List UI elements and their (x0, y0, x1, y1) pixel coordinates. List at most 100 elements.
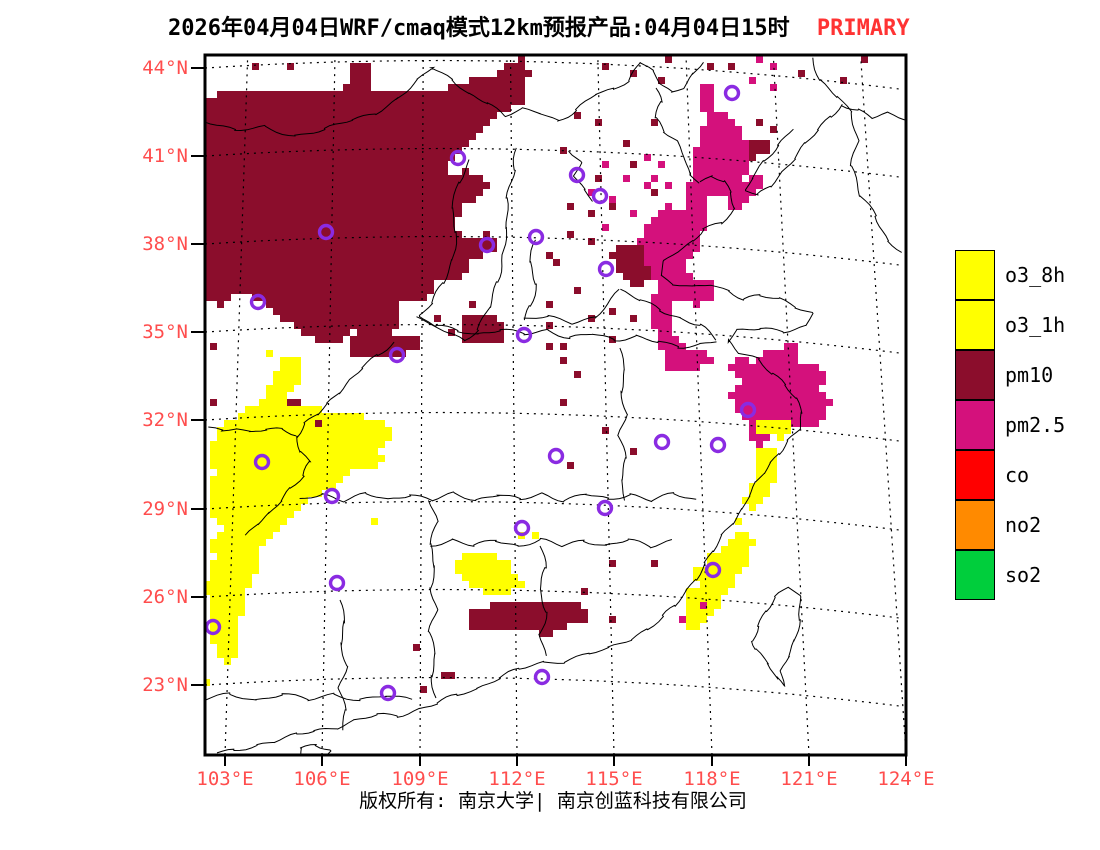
lat-label-38°N: 38°N (142, 233, 188, 255)
lat-label-26°N: 26°N (142, 586, 188, 608)
pollution-cell-dot (553, 259, 560, 266)
pollution-cell-dot (448, 329, 455, 336)
pollution-cell-dot (588, 210, 595, 217)
pollution-cell-dot (420, 686, 427, 693)
city-marker (513, 519, 531, 537)
legend-item-pm2.5: pm2.5 (955, 400, 1065, 450)
legend-label-pm10: pm10 (1005, 363, 1054, 387)
pollution-cell-dot (205, 679, 210, 686)
pollution-cell-dot (371, 518, 378, 525)
pollution-cell-dot (560, 343, 567, 350)
pollution-cell-dot (658, 161, 665, 168)
grid-line-lon-124°E (860, 55, 906, 755)
grid-line-lon-112°E (509, 55, 518, 755)
pollution-cell-dot (728, 63, 735, 70)
pollution-region-pm25 (637, 203, 714, 308)
pollution-cell-dot (749, 77, 756, 84)
lon-label-118°E: 118°E (683, 768, 741, 790)
legend-swatch-no2 (955, 500, 995, 550)
island-outline (750, 586, 802, 687)
city-marker (568, 166, 586, 184)
lon-label-109°E: 109°E (391, 768, 449, 790)
pollution-cell-dot (567, 462, 574, 469)
copyright-footer: 版权所有: 南京大学| 南京创蓝科技有限公司 (359, 790, 747, 812)
city-marker (249, 293, 267, 311)
legend-swatch-so2 (955, 550, 995, 600)
pollution-region-o3 (756, 420, 791, 441)
pollution-cell-dot (630, 161, 637, 168)
pollution-cell-dot (630, 315, 637, 322)
pollution-cell-dot (595, 119, 602, 126)
province-borders-layer (205, 57, 905, 755)
coastline (216, 175, 814, 754)
pollution-cell-dot (623, 140, 630, 147)
pollution-region-pm10 (350, 336, 420, 357)
lat-label-29°N: 29°N (142, 498, 188, 520)
pollution-cell-dot (609, 308, 616, 315)
city-marker (597, 260, 615, 278)
pollution-cell-dot (574, 371, 581, 378)
pollution-cell-dot (581, 588, 588, 595)
pollution-cell-dot (609, 616, 616, 623)
province-border (523, 288, 620, 325)
pollution-cell-dot (560, 399, 567, 406)
pollution-cell-dot (350, 315, 357, 322)
pollution-cell-dot (602, 63, 609, 70)
map-frame (203, 53, 908, 757)
grid-line-lon-106°E (321, 55, 336, 755)
pollution-cell-dot (630, 448, 637, 455)
pollution-cell-dot (665, 56, 672, 63)
province-border (418, 147, 517, 342)
grid-line-lon-121°E (772, 55, 810, 755)
city-marker (449, 149, 467, 167)
pollution-cell-dot (770, 63, 777, 70)
pollution-cell-dot (623, 175, 630, 182)
pollution-cell-dot (546, 322, 553, 329)
pollution-cell-dot (609, 252, 616, 259)
lat-label-44°N: 44°N (142, 57, 188, 79)
pollution-cell-dot (266, 350, 273, 357)
legend-swatch-pm10 (955, 350, 995, 400)
legend-label-no2: no2 (1005, 513, 1042, 537)
pollution-dots-pm25 (588, 56, 777, 623)
city-marker (653, 433, 671, 451)
province-border (744, 104, 843, 196)
pollution-cell-dot (651, 189, 658, 196)
pollution-cell-dot (609, 560, 616, 567)
pollution-cell-dot (567, 203, 574, 210)
legend-item-co: co (955, 450, 1065, 500)
pollution-cell-dot (441, 672, 448, 679)
lon-label-124°E: 124°E (877, 768, 935, 790)
province-border (841, 105, 905, 121)
legend-item-pm10: pm10 (955, 350, 1065, 400)
pollution-cell-dot (756, 56, 763, 63)
pollution-cell-dot (574, 112, 581, 119)
grid-line-lon-115°E (597, 55, 615, 755)
grid-line-lon-109°E (419, 55, 424, 755)
pollution-cell-dot (434, 315, 441, 322)
pollution-cell-dot (588, 189, 595, 196)
grid-line-lat-23°N (205, 676, 902, 707)
grid-line-lon-103°E (224, 55, 249, 755)
city-marker (723, 84, 741, 102)
city-marker (596, 499, 614, 517)
pollution-region-pm25 (728, 343, 833, 448)
city-marker (317, 223, 335, 241)
title-primary-tag: PRIMARY (816, 16, 910, 41)
city-marker (547, 447, 565, 465)
legend-swatch-o3_1h (955, 300, 995, 350)
legend-label-co: co (1005, 463, 1030, 487)
pollution-region-pm10 (427, 56, 532, 175)
pollution-cell-dot (205, 252, 210, 259)
axes-layer (191, 53, 908, 766)
legend-label-so2: so2 (1005, 563, 1042, 587)
lon-label-115°E: 115°E (585, 768, 643, 790)
legend-item-o3_8h: o3_8h (955, 250, 1065, 300)
province-border (416, 316, 717, 349)
city-marker (478, 236, 496, 254)
lat-label-41°N: 41°N (142, 145, 188, 167)
pollution-cell-dot (574, 287, 581, 294)
pollution-cell-dot (210, 399, 217, 406)
